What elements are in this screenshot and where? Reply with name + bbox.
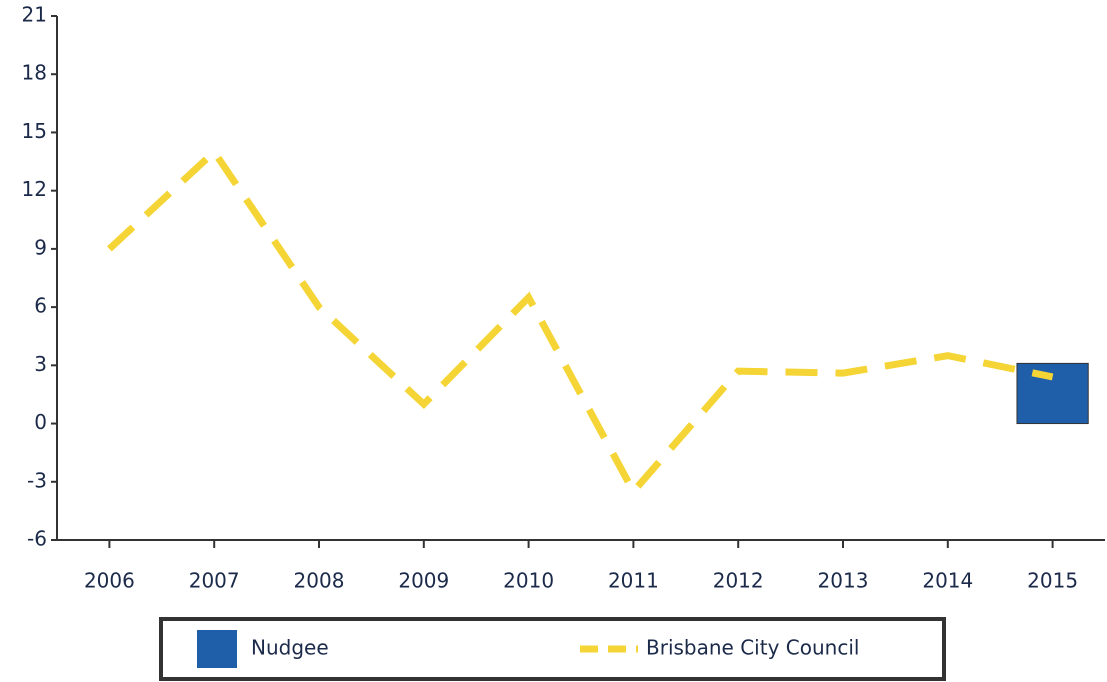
legend-label: Brisbane City Council (646, 636, 859, 660)
x-tick-label: 2009 (398, 569, 449, 593)
line (107, 146, 1054, 498)
y-tick-label: 12 (22, 177, 47, 201)
y-tick-label: -3 (27, 468, 47, 492)
legend-label: Nudgee (251, 636, 329, 660)
x-tick-label: 2013 (818, 569, 869, 593)
x-tick-label: 2011 (608, 569, 659, 593)
legend-box (159, 617, 946, 681)
x-tick-label: 2008 (294, 569, 345, 593)
y-tick-label: -6 (27, 527, 47, 551)
x-tick-label: 2014 (922, 569, 973, 593)
x-tick-label: 2010 (503, 569, 554, 593)
y-tick-label: 6 (34, 294, 47, 318)
y-tick-label: 21 (22, 3, 47, 27)
y-tick-label: 9 (34, 235, 47, 259)
y-tick-label: 18 (22, 61, 47, 85)
x-tick-label: 2012 (713, 569, 764, 593)
x-tick-label: 2007 (189, 569, 240, 593)
bar (1016, 362, 1089, 425)
x-tick-label: 2015 (1027, 569, 1078, 593)
y-tick-label: 3 (34, 352, 47, 376)
y-tick-label: 0 (34, 410, 47, 434)
legend-swatch (197, 630, 237, 668)
y-tick-label: 15 (22, 119, 47, 143)
x-tick-label: 2006 (84, 569, 135, 593)
